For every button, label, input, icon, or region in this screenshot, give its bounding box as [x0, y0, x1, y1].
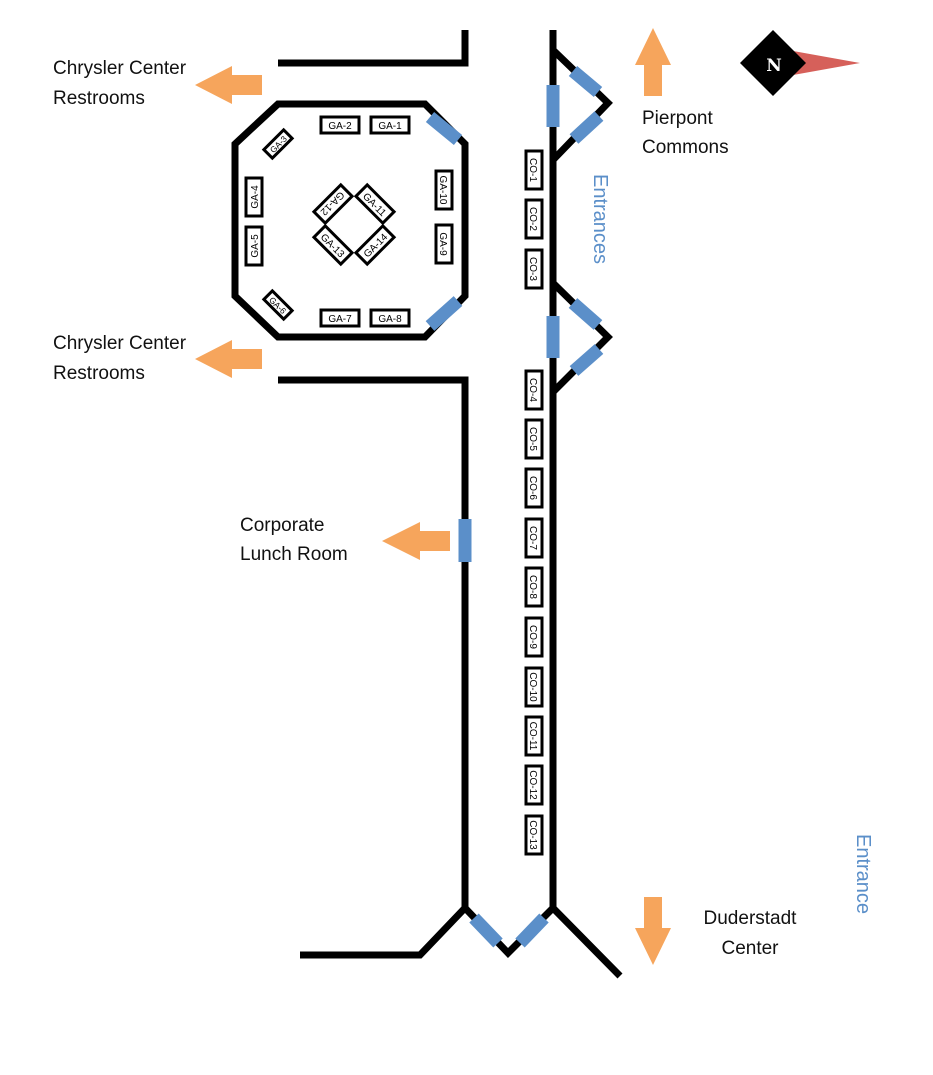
table-co-10[interactable]: CO-10 [524, 666, 544, 708]
compass-label: N [766, 56, 782, 76]
compass: N [740, 30, 860, 96]
wall-vestibule-upper [550, 47, 613, 163]
door-bottom-right[interactable] [515, 913, 549, 948]
table-ga-3[interactable]: GA-3 [261, 127, 295, 161]
table-ga-2[interactable]: GA-2 [319, 115, 361, 135]
door-pierpont-lower[interactable] [569, 111, 604, 144]
arrow-left-icon [382, 522, 450, 560]
svg-text:GA-1: GA-1 [378, 121, 402, 132]
arrow-down-icon [635, 897, 671, 965]
table-ga-8[interactable]: GA-8 [369, 308, 411, 328]
svg-text:CO-11: CO-11 [527, 722, 538, 751]
door-pierpont-upper[interactable] [568, 66, 603, 97]
table-co-11[interactable]: CO-11 [524, 715, 544, 757]
svg-text:CO-5: CO-5 [527, 427, 538, 451]
restrooms-mid-line2: Restrooms [53, 363, 145, 384]
arrow-left-icon [195, 66, 262, 104]
restrooms-mid-line1: Chrysler Center [53, 333, 187, 354]
table-co-4[interactable]: CO-4 [524, 369, 544, 411]
lunch-room-line1: Corporate [240, 515, 325, 536]
walls [231, 30, 623, 979]
table-co-12[interactable]: CO-12 [524, 764, 544, 806]
table-ga-13[interactable]: GA-13 [311, 223, 355, 267]
wall-corridor-west [278, 376, 469, 910]
duderstadt-line1: Duderstadt [704, 908, 798, 929]
svg-text:CO-12: CO-12 [527, 770, 538, 800]
restrooms-top-line1: Chrysler Center [53, 58, 187, 79]
compass-needle-icon [782, 49, 860, 77]
doors [425, 66, 604, 948]
wall-north-west [278, 30, 469, 67]
direction-arrows [195, 28, 671, 965]
door-octagon-se[interactable] [425, 296, 463, 331]
restrooms-top-line2: Restrooms [53, 88, 145, 109]
svg-text:GA-2: GA-2 [328, 121, 352, 132]
svg-text:CO-2: CO-2 [527, 207, 538, 231]
co-tables: CO-1 CO-2 CO-3 CO-4 CO-5 CO-6 CO-7 CO-8 [524, 149, 544, 856]
svg-text:CO-8: CO-8 [527, 575, 538, 599]
svg-text:GA-5: GA-5 [250, 234, 261, 258]
table-co-5[interactable]: CO-5 [524, 418, 544, 460]
svg-text:CO-9: CO-9 [527, 625, 538, 649]
table-ga-10[interactable]: GA-10 [434, 169, 454, 211]
svg-text:GA-7: GA-7 [328, 314, 352, 325]
entrance-label: Entrance [852, 834, 874, 914]
arrow-left-icon [195, 340, 262, 378]
svg-text:CO-1: CO-1 [527, 158, 538, 182]
svg-text:CO-7: CO-7 [527, 526, 538, 550]
svg-text:CO-4: CO-4 [527, 378, 538, 402]
table-co-7[interactable]: CO-7 [524, 517, 544, 559]
door-octagon-ne[interactable] [425, 111, 463, 146]
svg-text:CO-3: CO-3 [527, 257, 538, 281]
svg-text:GA-4: GA-4 [250, 185, 261, 209]
table-ga-9[interactable]: GA-9 [434, 223, 454, 265]
table-co-9[interactable]: CO-9 [524, 616, 544, 658]
table-co-6[interactable]: CO-6 [524, 467, 544, 509]
svg-text:GA-10: GA-10 [437, 176, 448, 205]
table-ga-5[interactable]: GA-5 [244, 225, 264, 267]
door-mid-upper[interactable] [568, 298, 603, 330]
svg-text:CO-10: CO-10 [527, 672, 538, 702]
table-co-2[interactable]: CO-2 [524, 198, 544, 240]
table-ga-4[interactable]: GA-4 [244, 176, 264, 218]
door-bottom-left[interactable] [469, 913, 503, 948]
table-co-13[interactable]: CO-13 [524, 814, 544, 856]
table-ga-11[interactable]: GA-11 [353, 182, 397, 226]
table-ga-12[interactable]: GA-12 [311, 182, 355, 226]
duderstadt-line2: Center [721, 938, 779, 959]
door-mid-lower[interactable] [569, 344, 604, 376]
table-ga-14[interactable]: GA-14 [353, 223, 397, 267]
lunch-room-line2: Lunch Room [240, 544, 348, 565]
compass-diamond-icon [740, 30, 806, 96]
svg-text:GA-9: GA-9 [437, 232, 448, 256]
svg-text:CO-13: CO-13 [527, 820, 538, 850]
entrances-label: Entrances [589, 174, 611, 264]
table-ga-7[interactable]: GA-7 [319, 308, 361, 328]
pierpont-line1: Pierpont [642, 108, 713, 129]
destination-labels: Chrysler Center Restrooms Chrysler Cente… [53, 58, 797, 959]
table-ga-6[interactable]: GA-6 [261, 288, 295, 322]
svg-text:GA-8: GA-8 [378, 314, 402, 325]
table-co-8[interactable]: CO-8 [524, 566, 544, 608]
svg-text:CO-6: CO-6 [527, 476, 538, 500]
table-co-1[interactable]: CO-1 [524, 149, 544, 191]
wall-vestibule-bottom [300, 902, 623, 979]
table-ga-1[interactable]: GA-1 [369, 115, 411, 135]
arrow-up-icon [635, 28, 671, 96]
table-co-3[interactable]: CO-3 [524, 248, 544, 290]
ga-tables: GA-1 GA-2 GA-3 GA-4 GA-5 GA-6 GA-7 GA-8 [244, 115, 454, 328]
wall-vestibule-mid [550, 280, 613, 395]
pierpont-line2: Commons [642, 137, 729, 158]
